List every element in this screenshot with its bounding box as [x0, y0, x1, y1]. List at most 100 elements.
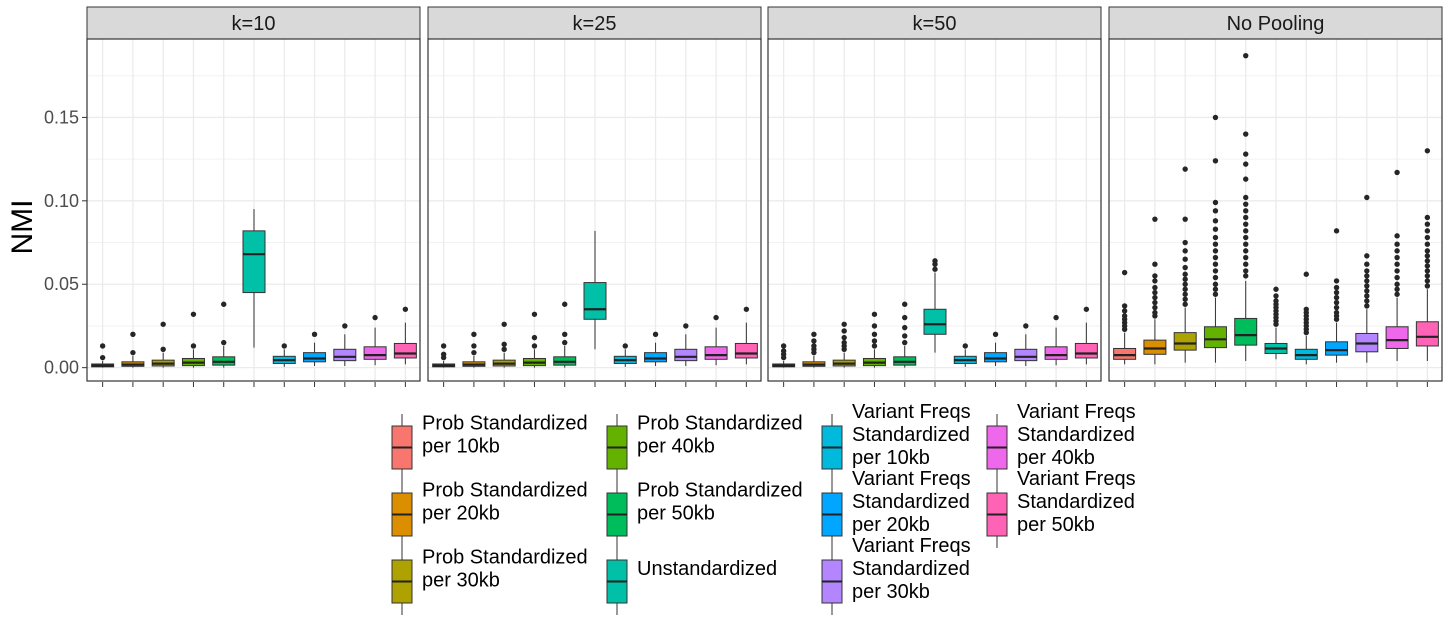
legend-item: Variant Freqs Standardized per 50kb [986, 468, 1136, 548]
legend-label-line: per 10kb [852, 447, 930, 469]
outlier-point [1424, 148, 1431, 154]
outlier-point [1394, 281, 1400, 287]
outlier-point [683, 323, 689, 329]
outlier-point [1243, 268, 1249, 274]
outlier-point [1364, 283, 1370, 289]
box [1415, 148, 1439, 361]
outlier-point [1394, 286, 1400, 292]
outlier-point [311, 331, 318, 337]
outlier-point [130, 331, 136, 337]
outlier-point [1212, 281, 1219, 287]
box [802, 331, 826, 368]
outlier-point [342, 323, 348, 329]
outlier-point [811, 331, 817, 337]
outlier-point [1212, 158, 1219, 164]
outlier-point [130, 349, 136, 356]
y-tick-label: 0.00 [44, 358, 79, 378]
outlier-point [1152, 289, 1158, 296]
outlier-point [531, 311, 538, 317]
box [734, 306, 758, 365]
box [772, 343, 796, 368]
outlier-point [902, 333, 908, 339]
outlier-point [1243, 273, 1249, 279]
legend-label-line: per 20kb [422, 503, 500, 525]
box-body [674, 348, 698, 362]
legend-item: Variant Freqs Standardized per 20kb [821, 468, 971, 548]
outlier-point [501, 321, 507, 327]
outlier-point [652, 331, 659, 337]
legend-item: Prob Standardized per 40kb [606, 413, 803, 481]
outlier-point [1212, 254, 1219, 261]
outlier-point [501, 341, 507, 347]
outlier-point [1243, 176, 1249, 182]
outlier-point [841, 328, 847, 334]
outlier-point [471, 349, 477, 356]
facet-strip-label: k=25 [573, 13, 617, 35]
box [644, 331, 668, 366]
box [393, 306, 417, 365]
outlier-point [562, 301, 568, 307]
outlier-point [1182, 216, 1188, 222]
box-body [363, 346, 387, 360]
outlier-point [1212, 261, 1219, 267]
outlier-point [1394, 254, 1400, 261]
y-tick-label: 0.15 [44, 107, 79, 127]
legend-label-line: Prob Standardized [422, 413, 588, 435]
box [1264, 286, 1288, 360]
outlier-point [531, 334, 538, 341]
outlier-point [1182, 301, 1188, 307]
outlier-point [562, 331, 568, 337]
facet-strip [767, 6, 1102, 40]
legend-label-line: Variant Freqs [1017, 401, 1136, 423]
box [272, 343, 296, 367]
box [522, 311, 546, 368]
legend: Prob Standardized per 10kb Prob Standardiz… [391, 401, 1136, 615]
outlier-point [1182, 291, 1188, 297]
outlier-point [1394, 274, 1400, 281]
facet-strip-label: No Pooling [1227, 13, 1325, 35]
outlier-point [1273, 286, 1279, 292]
box [333, 323, 357, 366]
box [583, 230, 607, 350]
outlier-point [780, 348, 787, 354]
legend-label-line: per 50kb [637, 503, 715, 525]
outlier-point [1243, 161, 1249, 167]
outlier-point [871, 343, 878, 349]
outlier-point [1243, 254, 1249, 261]
box-body [333, 348, 357, 362]
outlier-point [1182, 239, 1188, 246]
legend-label-line: per 30kb [422, 570, 500, 592]
box [121, 331, 145, 368]
y-axis-label: NMI [6, 200, 39, 255]
box [212, 301, 236, 368]
legend-label: Unstandardized [637, 558, 777, 580]
outlier-point [743, 306, 750, 312]
facet-panel: k=50 [767, 6, 1102, 387]
outlier-point [1152, 261, 1158, 267]
box [1355, 194, 1379, 363]
outlier-point [902, 314, 908, 321]
outlier-point [1152, 284, 1158, 291]
legend-item: Variant Freqs Standardized per 10kb [821, 401, 971, 481]
outlier-point [1424, 234, 1431, 241]
outlier-point [1424, 273, 1431, 279]
box [1385, 169, 1409, 361]
outlier-point [562, 339, 568, 346]
box [893, 301, 917, 368]
outlier-point [1083, 306, 1090, 312]
outlier-point [1121, 308, 1128, 314]
box [862, 311, 886, 368]
legend-label: Prob Standardized per 40kb [637, 413, 803, 458]
legend-label: Variant Freqs Standardized per 20kb [852, 468, 971, 536]
legend-label-line: Variant Freqs [1017, 468, 1136, 490]
box [1044, 314, 1068, 366]
outlier-point [841, 334, 847, 341]
legend-item: Variant Freqs Standardized per 40kb [986, 401, 1136, 481]
outlier-point [1333, 304, 1340, 311]
box [1294, 271, 1318, 365]
box [303, 331, 327, 366]
box [1014, 323, 1038, 366]
legend-label-line: Variant Freqs [852, 535, 971, 557]
legend-label: Prob Standardized per 50kb [637, 480, 803, 525]
